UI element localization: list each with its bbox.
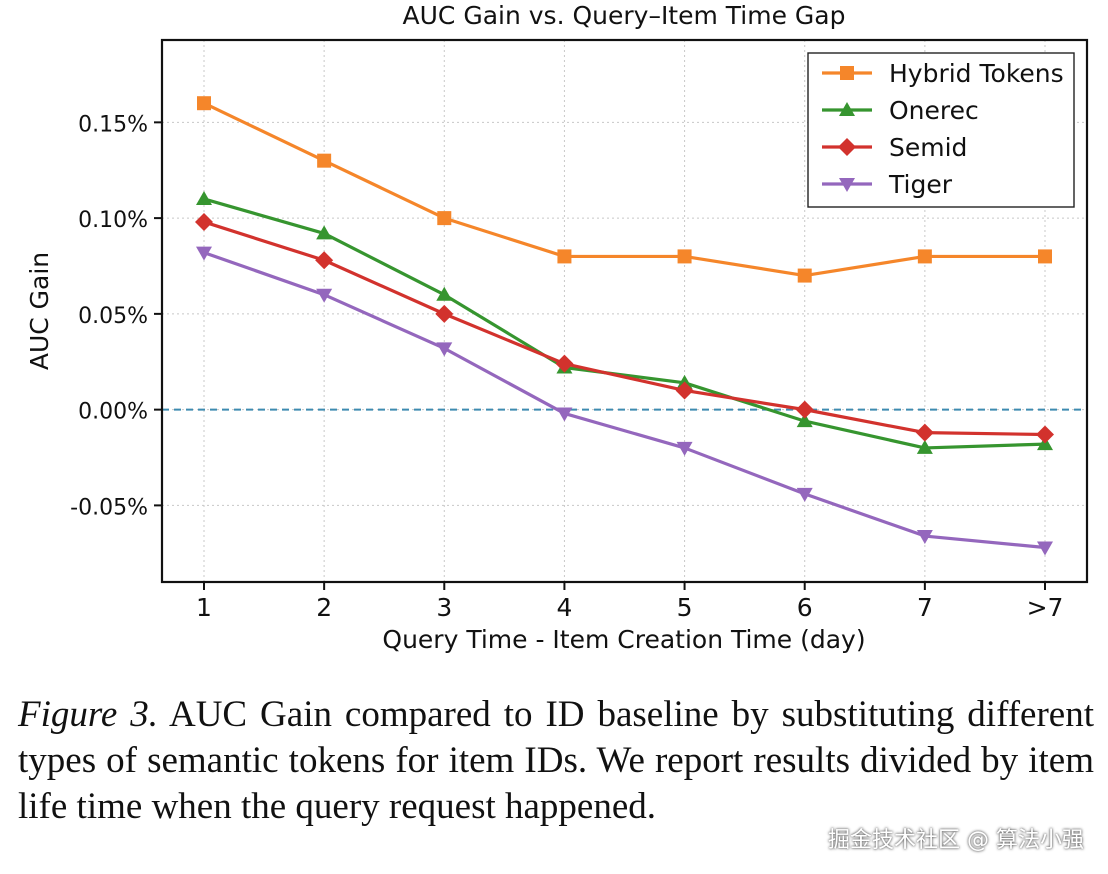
data-point-marker <box>316 225 333 240</box>
data-point-marker <box>196 190 212 205</box>
data-point-marker <box>916 530 933 545</box>
data-point-marker <box>436 286 453 301</box>
series-semid <box>195 212 1054 444</box>
data-point-marker <box>197 96 211 111</box>
x-tick-label: 5 <box>677 593 693 622</box>
data-point-marker <box>796 487 813 502</box>
legend: Hybrid Tokens Onerec Semid Tiger <box>807 52 1075 208</box>
legend-label: Semid <box>889 133 967 162</box>
data-point-marker <box>1037 541 1053 556</box>
y-tick-label: 0.15% <box>78 112 148 137</box>
x-tick-label: 2 <box>316 593 332 622</box>
data-point-marker <box>316 288 333 303</box>
legend-item: Onerec <box>822 96 979 125</box>
data-point-marker <box>676 441 693 456</box>
data-point-marker <box>557 249 572 264</box>
legend-item: Semid <box>822 133 967 162</box>
data-point-marker <box>555 354 574 373</box>
data-point-marker <box>796 413 813 428</box>
data-point-marker <box>437 211 452 226</box>
legend-item: Hybrid Tokens <box>822 59 1064 88</box>
axes: 1 2 3 4 5 6 7 >7 -0.05% 0.00% 0.05% 0.10% 0.15% <box>70 112 1063 622</box>
x-tick-label: >7 <box>1027 593 1064 622</box>
data-point-marker <box>196 246 212 261</box>
data-point-marker <box>556 407 573 422</box>
data-point-marker <box>1036 425 1054 444</box>
legend-label: Hybrid Tokens <box>889 59 1064 88</box>
data-point-marker <box>916 439 933 454</box>
x-axis-label: Query Time - Item Creation Time (day) <box>382 625 865 654</box>
data-point-marker <box>436 342 453 357</box>
series-hybrid-tokens <box>197 96 1052 283</box>
x-tick-label: 4 <box>556 593 572 622</box>
data-point-marker <box>1038 249 1052 264</box>
data-point-marker <box>795 400 814 419</box>
y-tick-label: 0.00% <box>78 400 148 425</box>
data-point-marker <box>839 178 855 192</box>
x-tick-label: 3 <box>436 593 452 622</box>
data-point-marker <box>675 381 694 400</box>
data-point-marker <box>838 138 856 156</box>
y-tick-label: 0.10% <box>78 208 148 233</box>
data-point-marker <box>677 249 692 264</box>
data-point-marker <box>915 423 934 442</box>
data-point-marker <box>840 66 854 80</box>
data-point-marker <box>917 249 932 264</box>
watermark: 掘金技术社区 @ 算法小强 <box>828 828 1084 853</box>
series-line <box>203 101 1045 278</box>
data-point-marker <box>315 251 334 270</box>
series-line <box>203 197 1046 450</box>
y-tick-label: -0.05% <box>70 495 148 520</box>
legend-label: Onerec <box>889 96 979 125</box>
chart-title: AUC Gain vs. Query–Item Time Gap <box>403 1 846 30</box>
y-tick-label: 0.05% <box>78 304 148 329</box>
x-tick-label: 7 <box>917 593 933 622</box>
x-tick-label: 6 <box>797 593 813 622</box>
series-tiger <box>196 246 1053 556</box>
data-point-marker <box>839 102 855 116</box>
plot-frame <box>160 38 1089 584</box>
legend-label: Tiger <box>888 170 953 199</box>
series-line <box>203 251 1046 550</box>
figure-label: Figure 3. <box>18 694 159 735</box>
caption-text: AUC Gain compared to ID baseline by subs… <box>18 694 1094 827</box>
data-point-marker <box>317 153 332 168</box>
data-point-marker <box>435 304 454 323</box>
legend-item: Tiger <box>822 170 953 199</box>
y-axis-label: AUC Gain <box>25 252 54 370</box>
x-tick-label: 1 <box>196 593 212 622</box>
data-point-marker <box>797 268 812 283</box>
auc-gain-chart: AUC Gain vs. Query–Item Time Gap 1 2 3 4 5 6 7… <box>25 1 1089 654</box>
series-layer <box>195 96 1054 556</box>
series-line <box>203 220 1046 437</box>
data-point-marker <box>195 212 213 231</box>
figure-caption: Figure 3. AUC Gain compared to ID baseli… <box>18 692 1094 830</box>
